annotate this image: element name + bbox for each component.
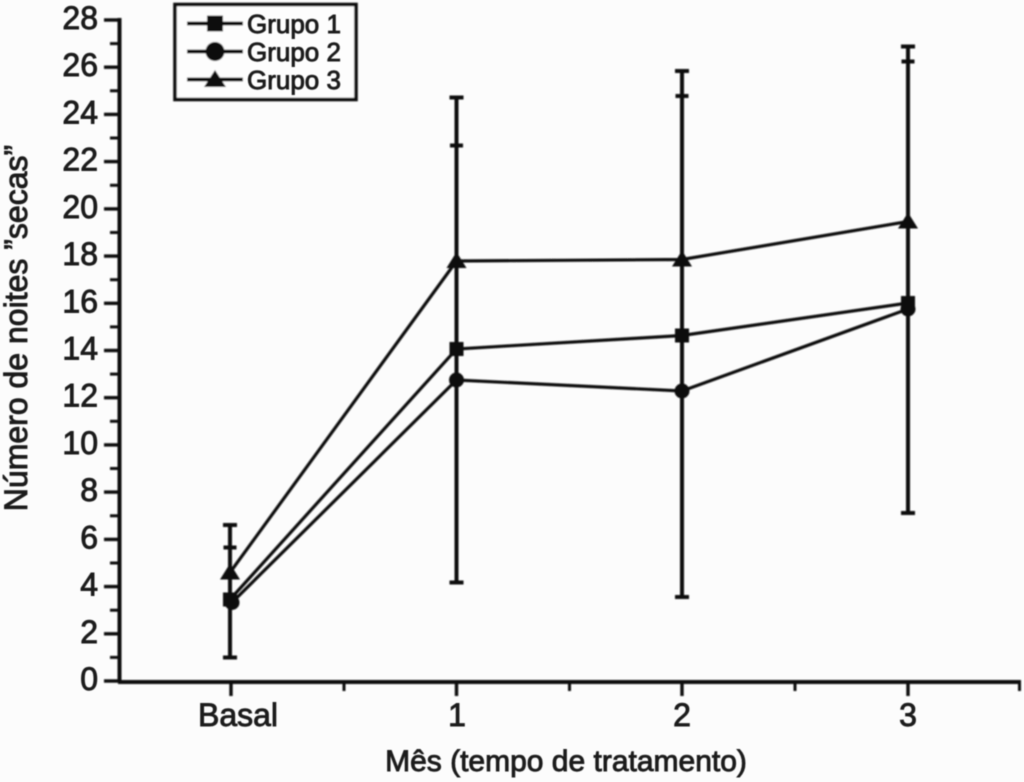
svg-text:12: 12 — [62, 378, 98, 414]
svg-text:20: 20 — [62, 189, 98, 225]
svg-text:Grupo 2: Grupo 2 — [247, 37, 341, 67]
svg-text:Basal: Basal — [198, 697, 278, 733]
svg-text:22: 22 — [62, 142, 98, 178]
svg-text:Grupo 3: Grupo 3 — [247, 65, 341, 95]
svg-text:Mês (tempo de tratamento): Mês (tempo de tratamento) — [385, 745, 747, 778]
svg-text:0: 0 — [80, 661, 98, 697]
svg-text:2: 2 — [80, 614, 98, 650]
svg-text:1: 1 — [448, 697, 466, 733]
svg-text:Grupo 1: Grupo 1 — [247, 9, 341, 39]
svg-text:14: 14 — [62, 331, 98, 367]
svg-text:6: 6 — [80, 519, 98, 555]
svg-text:3: 3 — [899, 697, 917, 733]
svg-text:Número de noites ”secas”: Número de noites ”secas” — [0, 145, 34, 511]
svg-text:26: 26 — [62, 47, 98, 83]
svg-text:10: 10 — [62, 425, 98, 461]
svg-text:18: 18 — [62, 236, 98, 272]
svg-text:28: 28 — [62, 0, 98, 36]
svg-text:24: 24 — [62, 94, 98, 130]
svg-text:8: 8 — [80, 472, 98, 508]
svg-text:4: 4 — [80, 567, 98, 603]
svg-text:2: 2 — [673, 697, 691, 733]
svg-text:16: 16 — [62, 283, 98, 319]
